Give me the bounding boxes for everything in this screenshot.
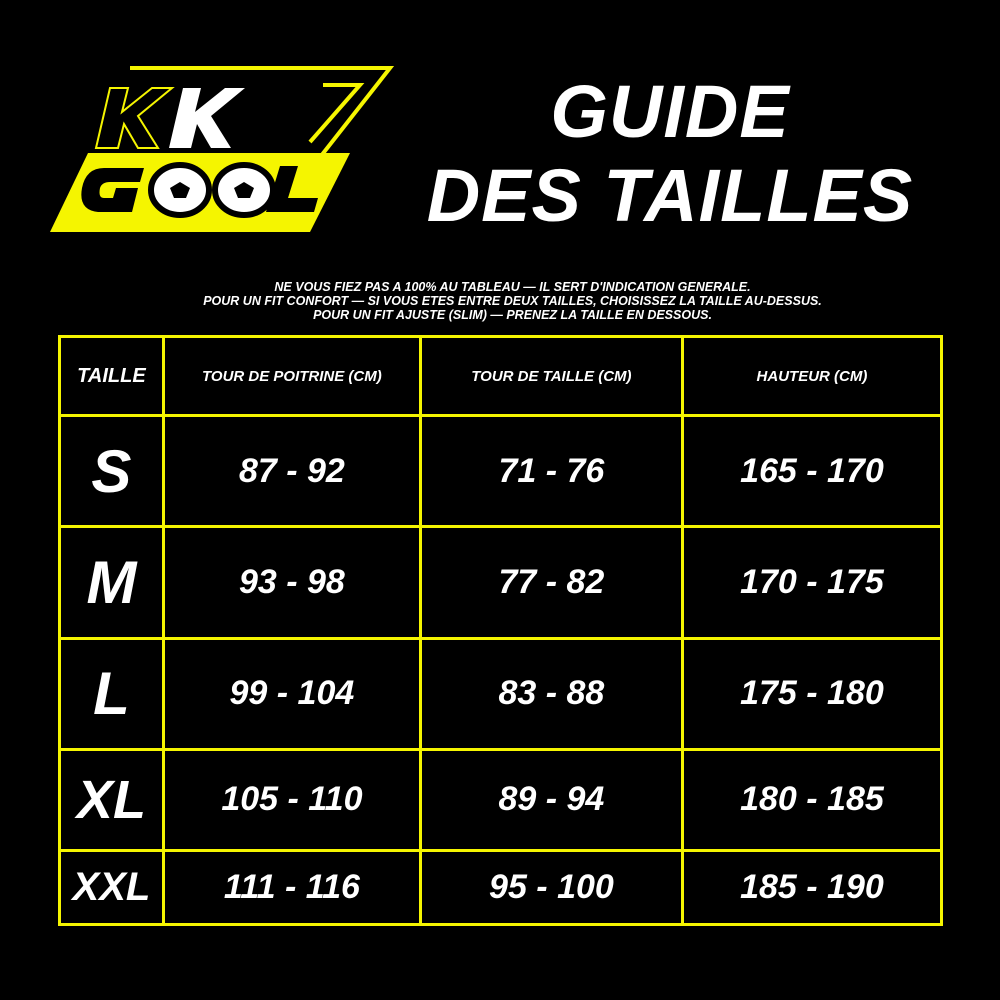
table-row: XXL 111 - 116 95 - 100 185 - 190 xyxy=(58,848,944,927)
page-title: GUIDE DES TAILLES xyxy=(415,70,925,238)
chest-value: 111 - 116 xyxy=(161,848,422,927)
height-value: 180 - 185 xyxy=(680,748,944,852)
note-line: NE VOUS FIEZ PAS A 100% AU TABLEAU — IL … xyxy=(274,280,751,294)
size-label: L xyxy=(58,636,165,752)
waist-value: 71 - 76 xyxy=(418,413,684,529)
chest-value: 105 - 110 xyxy=(161,748,422,852)
waist-value: 77 - 82 xyxy=(418,525,684,640)
size-table: TAILLE TOUR DE POITRINE (CM) TOUR DE TAI… xyxy=(58,335,944,927)
waist-value: 95 - 100 xyxy=(418,848,684,927)
height-value: 170 - 175 xyxy=(680,525,944,640)
header-chest: TOUR DE POITRINE (CM) xyxy=(161,335,422,417)
title-line-2: DES TAILLES xyxy=(426,154,914,237)
title-line-1: GUIDE xyxy=(550,70,790,153)
note-line: POUR UN FIT AJUSTE (SLIM) — PRENEZ LA TA… xyxy=(313,308,712,322)
height-value: 165 - 170 xyxy=(680,413,944,529)
kk-gool-logo xyxy=(40,60,410,240)
table-row: M 93 - 98 77 - 82 170 - 175 xyxy=(58,525,944,640)
size-label: XXL xyxy=(58,848,165,927)
waist-value: 83 - 88 xyxy=(418,636,684,752)
table-row: XL 105 - 110 89 - 94 180 - 185 xyxy=(58,748,944,852)
size-label: XL xyxy=(58,748,165,852)
size-label: M xyxy=(58,525,165,640)
size-label: S xyxy=(58,413,165,529)
header-height: HAUTEUR (CM) xyxy=(680,335,944,417)
height-value: 175 - 180 xyxy=(680,636,944,752)
note-line: POUR UN FIT CONFORT — SI VOUS ETES ENTRE… xyxy=(203,294,822,308)
table-row: S 87 - 92 71 - 76 165 - 170 xyxy=(58,413,944,529)
header-taille: TAILLE xyxy=(58,335,165,417)
chest-value: 99 - 104 xyxy=(161,636,422,752)
waist-value: 89 - 94 xyxy=(418,748,684,852)
table-row: L 99 - 104 83 - 88 175 - 180 xyxy=(58,636,944,752)
header-row: TAILLE TOUR DE POITRINE (CM) TOUR DE TAI… xyxy=(58,335,944,417)
header-waist: TOUR DE TAILLE (CM) xyxy=(418,335,684,417)
height-value: 185 - 190 xyxy=(680,848,944,927)
chest-value: 93 - 98 xyxy=(161,525,422,640)
notes: NE VOUS FIEZ PAS A 100% AU TABLEAU — IL … xyxy=(100,280,925,322)
chest-value: 87 - 92 xyxy=(161,413,422,529)
